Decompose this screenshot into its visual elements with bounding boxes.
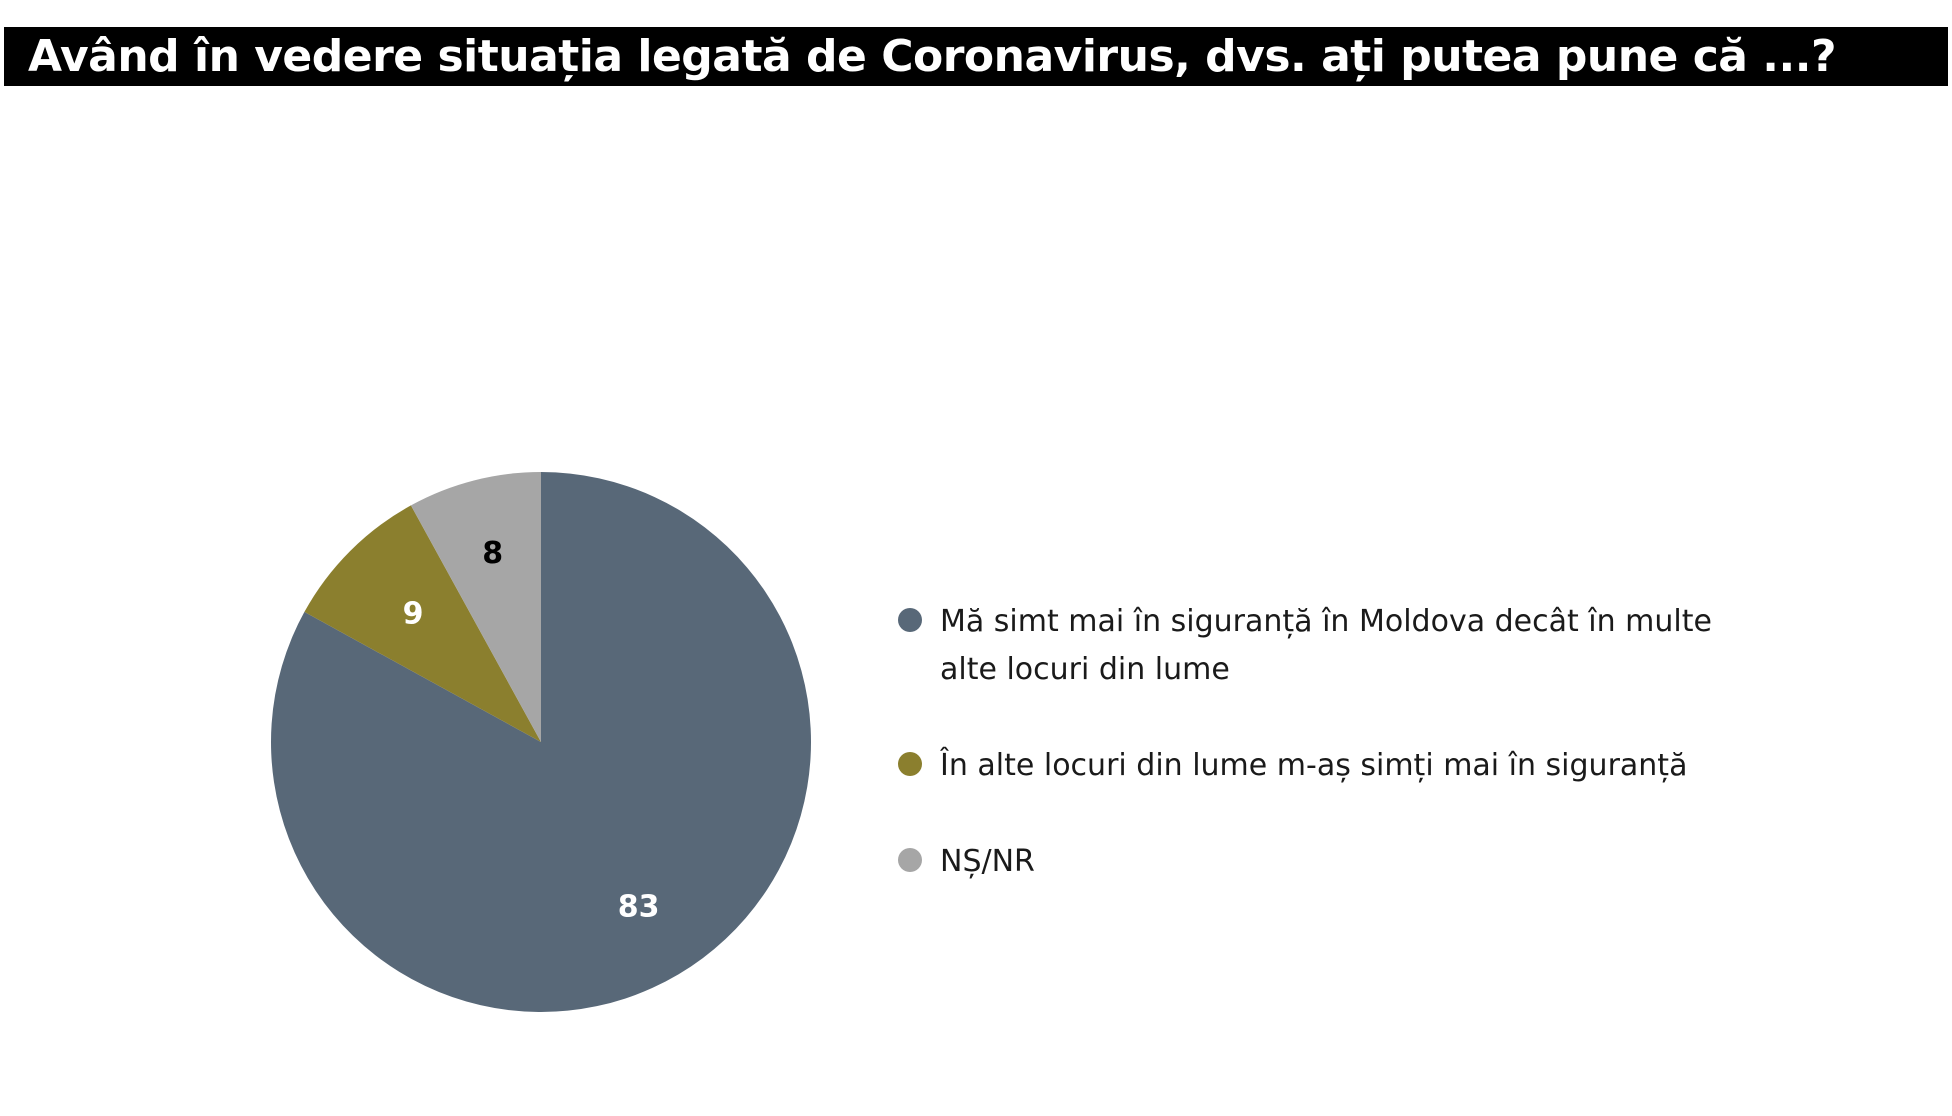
legend-label: În alte locuri din lume m-aș simți mai î… [940, 748, 1688, 783]
legend-marker [898, 848, 922, 872]
legend-item-moldova-safer: Mă simt mai în siguranță în Moldova decâ… [898, 598, 1740, 694]
data-label-ns-nr: 8 [482, 536, 503, 571]
data-label-elsewhere-safer: 9 [403, 597, 424, 632]
legend-item-ns-nr: NȘ/NR [898, 838, 1740, 886]
legend-marker [898, 608, 922, 632]
legend-marker [898, 752, 922, 776]
pie-slice-ns-nr [410, 472, 541, 742]
pie-slice-elsewhere-safer [304, 505, 541, 742]
legend-label: NȘ/NR [940, 844, 1035, 879]
chart-title: Având în vedere situația legată de Coron… [28, 31, 1836, 82]
data-label-moldova-safer: 83 [618, 890, 660, 925]
legend-label: Mă simt mai în siguranță în Moldova decâ… [940, 604, 1712, 687]
legend-item-elsewhere-safer: În alte locuri din lume m-aș simți mai î… [898, 742, 1740, 790]
title-bar: Având în vedere situația legată de Coron… [4, 27, 1948, 86]
